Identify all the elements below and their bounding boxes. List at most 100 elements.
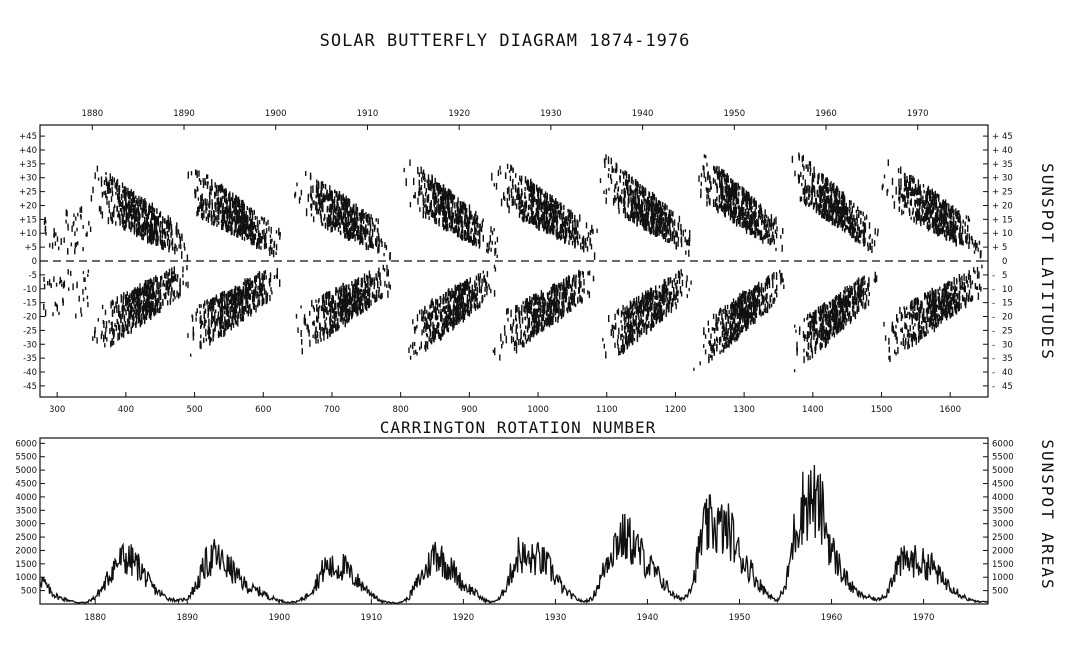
sunspot-mark: [320, 305, 323, 312]
sunspot-mark: [477, 223, 479, 229]
sunspot-mark: [235, 302, 237, 310]
sunspot-mark: [507, 307, 509, 314]
sunspot-mark: [423, 204, 426, 208]
sunspot-mark: [631, 309, 633, 316]
sunspot-mark: [451, 288, 453, 293]
sunspot-mark: [447, 304, 450, 310]
sunspot-mark: [359, 232, 362, 240]
sunspot-mark: [229, 204, 231, 212]
sunspot-mark: [160, 242, 162, 246]
sunspot-mark: [444, 316, 447, 323]
sunspot-mark: [563, 217, 566, 223]
sunspot-mark: [217, 189, 219, 196]
sunspot-mark: [442, 217, 444, 222]
sunspot-mark: [444, 216, 446, 222]
sunspot-mark: [145, 315, 147, 320]
sunspot-mark: [132, 215, 134, 220]
sunspot-mark: [583, 245, 585, 253]
sunspot-mark: [236, 213, 239, 220]
sunspot-mark: [247, 291, 250, 296]
sunspot-mark: [413, 195, 415, 199]
sunspot-mark: [135, 301, 137, 306]
sunspot-mark: [154, 309, 156, 314]
sunspot-mark: [279, 279, 281, 287]
sunspot-mark: [219, 307, 221, 313]
sunspot-mark: [427, 183, 430, 190]
sunspot-mark: [173, 274, 176, 282]
sunspot-mark: [576, 230, 578, 234]
sunspot-mark: [231, 205, 234, 209]
sunspot-mark: [101, 211, 104, 219]
sunspot-mark: [423, 176, 425, 181]
sunspot-mark: [524, 187, 526, 191]
sunspot-mark: [152, 301, 154, 308]
sunspot-mark: [450, 309, 453, 316]
sunspot-mark: [456, 298, 458, 301]
sunspot-mark: [345, 300, 347, 304]
sunspot-mark: [133, 225, 135, 232]
sunspot-mark: [238, 226, 240, 234]
sunspot-mark: [167, 220, 170, 227]
sunspot-mark: [337, 289, 339, 294]
sunspot-mark: [542, 309, 544, 315]
sunspot-mark: [660, 304, 663, 309]
sunspot-mark: [470, 236, 473, 242]
sunspot-mark: [422, 169, 425, 175]
sunspot-mark: [231, 197, 234, 206]
sunspot-mark: [240, 313, 242, 319]
sunspot-mark: [149, 223, 152, 231]
sunspot-mark: [635, 182, 638, 187]
sunspot-mark: [466, 222, 468, 228]
sunspot-mark: [256, 216, 258, 220]
lat-tick-label-left: +20: [19, 201, 37, 211]
sunspot-mark: [438, 309, 440, 314]
sunspot-mark: [110, 340, 112, 348]
sunspot-mark: [223, 290, 226, 297]
sunspot-mark: [122, 189, 124, 193]
sunspot-mark: [543, 225, 545, 232]
sunspot-mark: [252, 298, 254, 305]
sunspot-mark: [326, 191, 328, 200]
sunspot-mark: [626, 212, 628, 219]
sunspot-mark: [653, 201, 655, 207]
sunspot-mark: [169, 299, 172, 304]
sunspot-mark: [559, 202, 561, 206]
sunspot-mark: [135, 307, 137, 314]
sunspot-mark: [151, 286, 153, 291]
sunspot-mark: [249, 294, 251, 300]
sunspot-mark: [413, 350, 415, 355]
sunspot-mark: [582, 245, 584, 250]
sunspot-mark: [198, 304, 201, 309]
sunspot-mark: [346, 221, 348, 228]
sunspot-mark: [321, 198, 323, 203]
sunspot-mark: [102, 320, 104, 324]
sunspot-mark: [187, 333, 189, 338]
sunspot-mark: [416, 324, 418, 329]
sunspot-mark: [358, 292, 360, 296]
sunspot-mark: [643, 201, 645, 205]
sunspot-mark: [495, 182, 498, 190]
sunspot-mark: [565, 233, 568, 238]
sunspot-mark: [544, 199, 546, 207]
sunspot-mark: [512, 201, 515, 206]
lat-tick-label-left: 0: [32, 257, 37, 267]
sunspot-mark: [344, 296, 346, 301]
sunspot-mark: [256, 222, 259, 227]
sunspot-mark: [332, 199, 334, 204]
sunspot-mark: [512, 196, 514, 203]
sunspot-mark: [544, 221, 546, 229]
sunspot-mark: [124, 220, 126, 224]
sunspot-mark: [150, 205, 152, 210]
sunspot-mark: [265, 297, 267, 305]
lat-tick-sign-right: +: [992, 146, 999, 156]
sunspot-mark: [437, 198, 440, 203]
sunspot-mark: [119, 200, 121, 207]
sunspot-mark: [583, 279, 585, 286]
sunspot-mark: [267, 219, 269, 225]
sunspot-mark: [121, 324, 123, 332]
sunspot-mark: [466, 287, 468, 291]
sunspot-mark: [246, 214, 249, 223]
sunspot-mark: [140, 301, 142, 308]
sunspot-mark: [535, 329, 537, 335]
sunspot-mark: [309, 192, 312, 198]
